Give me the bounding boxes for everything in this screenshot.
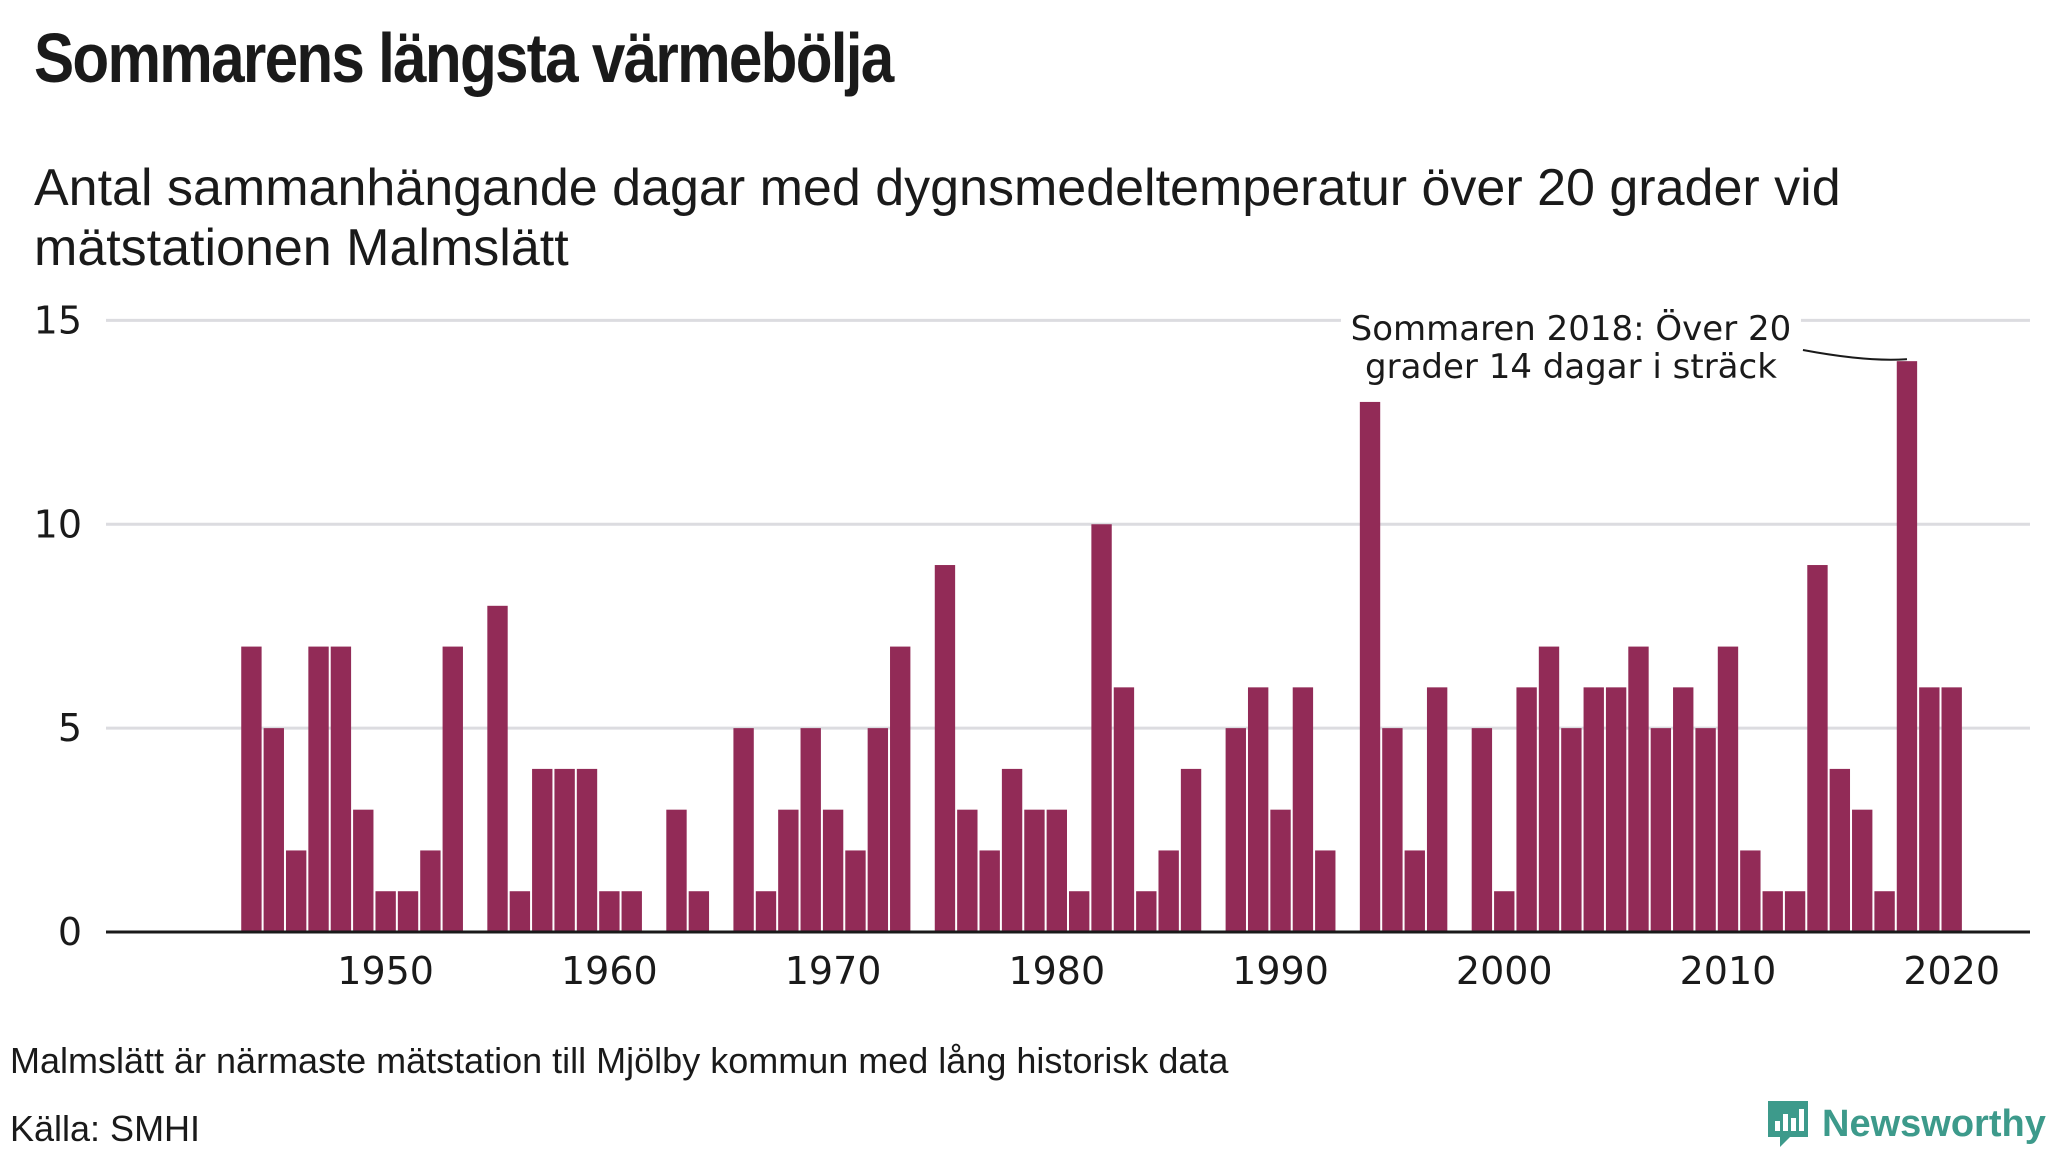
bar-2015 [1830,769,1850,932]
bar-2017 [1874,891,1894,932]
bar-1973 [890,647,910,932]
bar-2011 [1740,850,1760,932]
bar-1964 [689,891,709,932]
bar-2006 [1628,647,1648,932]
y-tick-label: 5 [58,706,82,750]
bar-1972 [868,728,888,932]
bar-1994 [1360,402,1380,932]
bar-1951 [398,891,418,932]
bar-1963 [666,810,686,932]
bar-1971 [845,850,865,932]
footnote: Malmslätt är närmaste mätstation till Mj… [10,1040,1228,1082]
bar-2004 [1584,687,1604,932]
bar-2012 [1763,891,1783,932]
bar-1952 [420,850,440,932]
x-axis-ticks: 1950 1960 1970 1980 1990 2000 2010 2020 [337,949,2000,993]
bar-1961 [622,891,642,932]
bar-1970 [823,810,843,932]
bar-2014 [1807,565,1827,932]
bar-2008 [1673,687,1693,932]
bar-1976 [957,810,977,932]
x-tick-label: 1990 [1232,949,1329,993]
x-tick-label: 2000 [1456,949,1553,993]
bar-2020 [1942,687,1962,932]
bar-2007 [1651,728,1671,932]
bar-1981 [1069,891,1089,932]
chart-subtitle: Antal sammanhängande dagar med dygnsmede… [34,158,2014,278]
x-tick-label: 1960 [561,949,658,993]
bar-1959 [577,769,597,932]
bar-1980 [1047,810,1067,932]
y-tick-label: 15 [34,300,82,342]
bar-1982 [1091,524,1111,932]
bar-2019 [1919,687,1939,932]
bar-1945 [264,728,284,932]
bar-1968 [778,810,798,932]
bar-1991 [1293,687,1313,932]
bar-1986 [1181,769,1201,932]
bar-1989 [1248,687,1268,932]
bar-1997 [1427,687,1447,932]
bar-1984 [1136,891,1156,932]
bar-2009 [1695,728,1715,932]
bar-1955 [487,606,507,932]
bar-1978 [1002,769,1022,932]
y-axis-ticks: 0 5 10 15 [34,300,82,954]
bar-2016 [1852,810,1872,932]
source-credit: Källa: SMHI [10,1108,200,1150]
bar-2018 [1897,361,1917,932]
bar-1946 [286,850,306,932]
bar-2005 [1606,687,1626,932]
bar-2013 [1785,891,1805,932]
x-tick-label: 2020 [1903,949,2000,993]
x-tick-label: 1970 [785,949,882,993]
newsworthy-logo-icon [1766,1099,1810,1149]
bar-2002 [1539,647,1559,932]
bar-1967 [756,891,776,932]
bar-1953 [443,647,463,932]
bar-1948 [331,647,351,932]
bar-2003 [1561,728,1581,932]
bar-1975 [935,565,955,932]
bar-1950 [375,891,395,932]
bar-2010 [1718,647,1738,932]
bar-1969 [801,728,821,932]
bar-1999 [1472,728,1492,932]
bars [241,361,1962,932]
bar-1947 [308,647,328,932]
bar-1996 [1405,850,1425,932]
bar-2001 [1516,687,1536,932]
bar-1966 [733,728,753,932]
bar-1958 [554,769,574,932]
x-tick-label: 1950 [337,949,434,993]
bar-1995 [1382,728,1402,932]
bar-1960 [599,891,619,932]
bar-1988 [1226,728,1246,932]
bar-1992 [1315,850,1335,932]
bar-1990 [1270,810,1290,932]
bar-1957 [532,769,552,932]
y-tick-label: 10 [34,502,82,546]
bar-1983 [1114,687,1134,932]
bar-1956 [510,891,530,932]
chart-title: Sommarens längsta värmebölja [34,18,893,98]
bar-1977 [980,850,1000,932]
annotation-text-line-2: grader 14 dagar i sträck [1365,347,1777,387]
x-tick-label: 2010 [1680,949,1777,993]
x-tick-label: 1980 [1008,949,1105,993]
bar-1985 [1158,850,1178,932]
bar-1949 [353,810,373,932]
bar-2000 [1494,891,1514,932]
annotation-text-line-1: Sommaren 2018: Över 20 [1351,308,1792,349]
y-tick-label: 0 [58,910,82,954]
annotation-leader-line [1803,350,1907,360]
newsworthy-logo: Newsworthy [1766,1098,2046,1150]
bar-1944 [241,647,261,932]
brand-name: Newsworthy [1822,1103,2046,1146]
bar-1979 [1024,810,1044,932]
